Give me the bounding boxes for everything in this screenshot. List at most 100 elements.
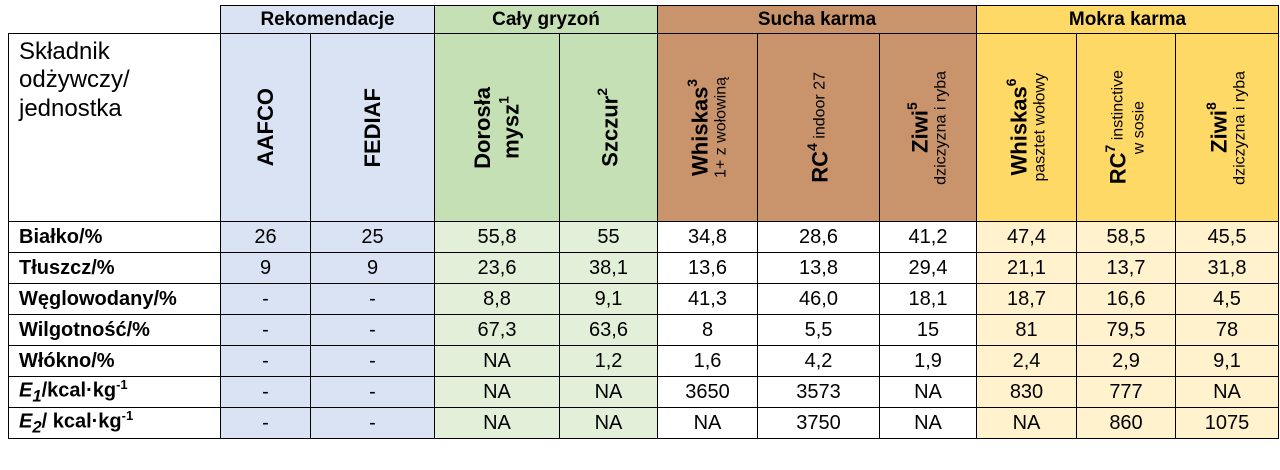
table-row: E1/kcal·kg-1- - NA NA 3650 3573 NA 830 777 NA: [8, 376, 1279, 408]
table-row: Tłuszcz/% 9 9 23,6 38,1 13,6 13,8 29,4 21,1 13,7 3…: [8, 252, 1279, 284]
table-cell: 78: [1175, 314, 1279, 346]
row-label: Węglowodany/%: [8, 283, 221, 315]
corner-line: Składnik: [19, 38, 110, 65]
table-cell: 13,7: [1076, 252, 1176, 284]
energy-symbol: E: [19, 410, 33, 433]
table-cell: 9: [220, 252, 311, 284]
table-cell: NA: [1175, 376, 1279, 408]
table-cell: 41,3: [657, 283, 758, 315]
table-cell: 4,5: [1175, 283, 1279, 315]
col-header-szczur: Szczur2: [559, 33, 658, 222]
table-cell: 34,8: [657, 221, 758, 253]
col-footnote: 2: [594, 88, 611, 96]
nutrition-table: Rekomendacje Cały gryzoń Sucha karma Mok…: [8, 5, 1279, 439]
col-footnote: 7: [1102, 145, 1119, 153]
table-cell: 3750: [757, 407, 880, 439]
col-sub: 1+ z wołowiną: [712, 77, 730, 178]
col-header-rc-wet: RC7 instinctive w sosie: [1076, 33, 1176, 222]
col-header-ziwi-dry: Ziwi5 dziczyzna i ryba: [879, 33, 977, 222]
table-cell: 1,9: [879, 345, 977, 377]
table-cell: 4,2: [757, 345, 880, 377]
table-cell: 860: [1076, 407, 1176, 439]
table-cell: 18,7: [976, 283, 1077, 315]
table-cell: 38,1: [559, 252, 658, 284]
table-cell: 16,6: [1076, 283, 1176, 315]
table-cell: NA: [559, 407, 658, 439]
table-cell: 3650: [657, 376, 758, 408]
col-header-fediaf: FEDIAF: [310, 33, 435, 222]
table-cell: 25: [310, 221, 435, 253]
col-main: Szczur: [597, 95, 623, 167]
col-sub-2: w sosie: [1131, 100, 1149, 155]
col-main: FEDIAF: [359, 87, 385, 168]
group-rekomendacje: Rekomendacje: [220, 5, 435, 34]
col-main: RC: [807, 151, 833, 183]
table-cell: 777: [1076, 376, 1176, 408]
col-header-rc-dry: RC4 indoor 27: [757, 33, 880, 222]
table-cell: 79,5: [1076, 314, 1176, 346]
table-cell: NA: [976, 407, 1077, 439]
table-cell: 9,1: [1175, 345, 1279, 377]
table-cell: -: [220, 407, 311, 439]
table-cell: NA: [434, 345, 560, 377]
group-sucha-karma: Sucha karma: [657, 5, 977, 34]
table-cell: 67,3: [434, 314, 560, 346]
col-header-ziwi-wet: Ziwi8 dziczyzna i ryba: [1175, 33, 1279, 222]
corner-line: jednostka: [19, 94, 122, 122]
table-cell: 26: [220, 221, 311, 253]
col-footnote: 1: [495, 96, 512, 104]
col-footnote: 4: [804, 143, 821, 152]
table-cell: 58,5: [1076, 221, 1176, 253]
col-main: AAFCO: [252, 88, 278, 167]
table-cell: 55,8: [434, 221, 560, 253]
table-cell: -: [310, 283, 435, 315]
col-header-whiskas-wet: Whiskas6 pasztet wołowy: [976, 33, 1077, 222]
group-caly-gryzon: Cały gryzoń: [434, 5, 658, 34]
empty-corner-top: [8, 5, 221, 34]
table-cell: 45,5: [1175, 221, 1279, 253]
table-cell: 830: [976, 376, 1077, 408]
table-cell: 31,8: [1175, 252, 1279, 284]
col-main-2: mysz: [498, 103, 524, 159]
unit-exponent: -1: [121, 408, 134, 424]
table-cell: 29,4: [879, 252, 977, 284]
table-row: Włókno/% - - NA 1,2 1,6 4,2 1,9 2,4 2,9 9,1: [8, 345, 1279, 377]
col-main: Whiskas: [1006, 86, 1032, 177]
column-header-row: Składnik odżywczy/ jednostka AAFCO FEDIA…: [8, 33, 1279, 222]
energy-symbol: E: [19, 379, 33, 402]
table-cell: -: [310, 407, 435, 439]
col-footnote: 5: [904, 102, 921, 110]
table-cell: 15: [879, 314, 977, 346]
table-cell: -: [220, 345, 311, 377]
table-cell: 1,2: [559, 345, 658, 377]
table-cell: 23,6: [434, 252, 560, 284]
row-label: E1/kcal·kg-1: [8, 376, 221, 408]
table-cell: NA: [434, 376, 560, 408]
col-main: Ziwi: [1206, 110, 1232, 153]
table-cell: 1,6: [657, 345, 758, 377]
energy-unit: / kcal·kg: [41, 410, 122, 433]
table-cell: 18,1: [879, 283, 977, 315]
col-footnote: 6: [1002, 78, 1019, 87]
col-main: Ziwi: [907, 110, 933, 153]
table-cell: 46,0: [757, 283, 880, 315]
table-cell: 5,5: [757, 314, 880, 346]
group-mokra-karma: Mokra karma: [976, 5, 1279, 34]
table-cell: 55: [559, 221, 658, 253]
row-label: Tłuszcz/%: [8, 252, 221, 284]
col-main: RC: [1105, 152, 1131, 185]
col-footnote: 3: [683, 78, 700, 87]
table-cell: -: [310, 345, 435, 377]
energy-unit: /kcal·kg: [41, 379, 117, 402]
table-cell: 63,6: [559, 314, 658, 346]
table-cell: 9,1: [559, 283, 658, 315]
col-main: Dorosła: [470, 86, 496, 169]
row-label: E2/ kcal·kg-1: [8, 407, 221, 439]
table-row: Węglowodany/% - -8,8 9,1 41,3 46,0 18,1 18,7 16,…: [8, 283, 1279, 315]
table-cell: NA: [559, 376, 658, 408]
table-cell: 2,4: [976, 345, 1077, 377]
table-cell: NA: [657, 407, 758, 439]
row-label: Włókno/%: [8, 345, 221, 377]
col-header-whiskas-dry: Whiskas3 1+ z wołowiną: [657, 33, 758, 222]
table-cell: 81: [976, 314, 1077, 346]
